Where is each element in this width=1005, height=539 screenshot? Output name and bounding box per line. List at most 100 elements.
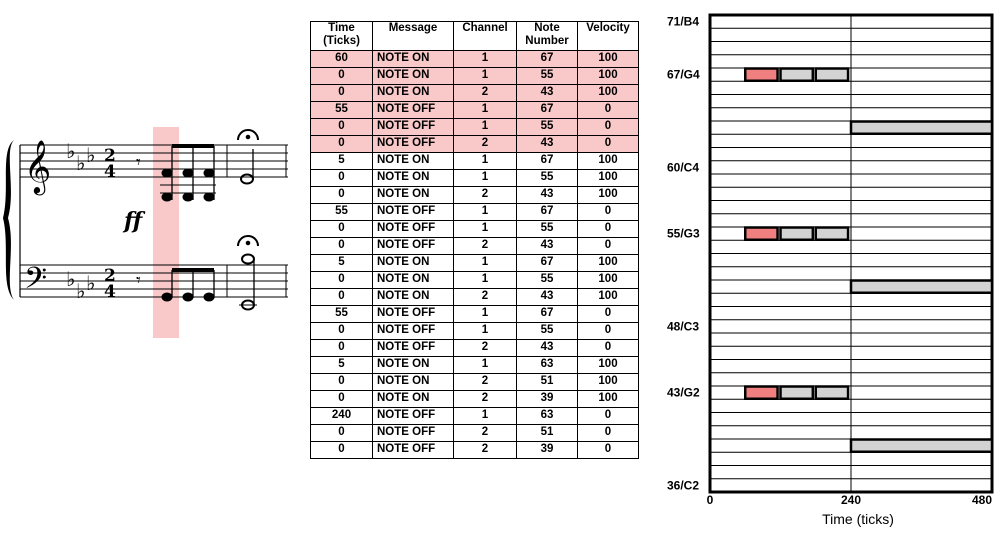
cell-velocity: 100 [577, 390, 639, 408]
table-row: 0 NOTE ON 1 55 100 [310, 169, 639, 187]
note-bar [814, 385, 850, 400]
cell-message: NOTE ON [372, 373, 454, 391]
bass-key-signature: ♭ ♭ ♭ [66, 267, 95, 303]
cell-time: 0 [310, 322, 373, 340]
midi-event-table: Time (Ticks) Message Channel Note Number… [310, 21, 639, 459]
table-row: 0 NOTE ON 1 55 100 [310, 67, 639, 85]
cell-message: NOTE OFF [372, 135, 454, 153]
cell-note-number: 51 [516, 373, 578, 391]
cell-time: 0 [310, 424, 373, 442]
cell-velocity: 100 [577, 50, 639, 68]
bass-eighth-rest-icon: 𝄾 [136, 270, 141, 291]
cell-time: 0 [310, 288, 373, 306]
cell-velocity: 100 [577, 254, 639, 272]
note-bar [814, 67, 850, 82]
cell-velocity: 0 [577, 237, 639, 255]
cell-velocity: 0 [577, 135, 639, 153]
table-header-row: Time (Ticks) Message Channel Note Number… [310, 21, 639, 51]
cell-channel: 1 [453, 67, 517, 85]
cell-note-number: 67 [516, 254, 578, 272]
table-row: 0 NOTE OFF 1 55 0 [310, 118, 639, 136]
treble-beamed-chords [160, 144, 216, 202]
dynamic-marking: ff [122, 208, 146, 234]
cell-velocity: 0 [577, 220, 639, 238]
table-row: 0 NOTE ON 1 55 100 [310, 271, 639, 289]
cell-velocity: 0 [577, 407, 639, 425]
cell-time: 0 [310, 373, 373, 391]
note-bar-highlighted [744, 226, 779, 241]
pitch-label: 67/G4 [667, 68, 700, 82]
cell-note-number: 39 [516, 390, 578, 408]
pitch-label: 60/C4 [667, 160, 699, 174]
note-bar [814, 226, 850, 241]
cell-channel: 1 [453, 271, 517, 289]
cell-note-number: 67 [516, 305, 578, 323]
treble-time-signature: 2 4 [104, 146, 116, 182]
x-axis-title: Time (ticks) [822, 511, 894, 527]
table-row: 60 NOTE ON 1 67 100 [310, 50, 639, 68]
cell-channel: 2 [453, 186, 517, 204]
cell-velocity: 100 [577, 288, 639, 306]
note-bar-highlighted [744, 385, 779, 400]
music-score: 𝄞 𝄢 ♭ ♭ ♭ ♭ ♭ ♭ 2 4 2 4 𝄾 𝄾 ff [3, 127, 288, 338]
cell-time: 0 [310, 339, 373, 357]
cell-channel: 1 [453, 322, 517, 340]
table-row: 0 NOTE OFF 1 55 0 [310, 322, 639, 340]
cell-time: 0 [310, 220, 373, 238]
fermata-notes [237, 129, 259, 311]
table-row: 0 NOTE OFF 2 43 0 [310, 339, 639, 357]
cell-channel: 1 [453, 254, 517, 272]
pitch-label: 36/C2 [667, 478, 699, 492]
svg-text:♭: ♭ [76, 151, 85, 175]
cell-note-number: 51 [516, 424, 578, 442]
cell-time: 5 [310, 152, 373, 170]
cell-note-number: 67 [516, 203, 578, 221]
cell-note-number: 43 [516, 135, 578, 153]
cell-time: 60 [310, 50, 373, 68]
piano-roll-notes [744, 67, 994, 453]
svg-text:♭: ♭ [76, 279, 85, 303]
cell-velocity: 0 [577, 305, 639, 323]
cell-note-number: 43 [516, 288, 578, 306]
svg-text:♭: ♭ [86, 271, 95, 295]
cell-velocity: 100 [577, 169, 639, 187]
cell-time: 0 [310, 169, 373, 187]
table-row: 0 NOTE OFF 2 39 0 [310, 441, 639, 459]
svg-text:2: 2 [104, 146, 116, 166]
table-row: 0 NOTE ON 2 43 100 [310, 84, 639, 102]
col-header-note-number: Note Number [516, 21, 578, 51]
note-bar [779, 385, 815, 400]
note-bar [779, 67, 815, 82]
table-row: 0 NOTE OFF 2 51 0 [310, 424, 639, 442]
cell-channel: 1 [453, 407, 517, 425]
cell-message: NOTE OFF [372, 203, 454, 221]
cell-time: 0 [310, 390, 373, 408]
cell-channel: 2 [453, 84, 517, 102]
cell-note-number: 43 [516, 186, 578, 204]
cell-time: 0 [310, 441, 373, 459]
cell-message: NOTE ON [372, 356, 454, 374]
bass-clef-icon: 𝄢 [24, 262, 47, 303]
cell-message: NOTE ON [372, 84, 454, 102]
piano-roll-grid [708, 13, 994, 494]
cell-channel: 1 [453, 118, 517, 136]
cell-velocity: 100 [577, 67, 639, 85]
cell-message: NOTE OFF [372, 220, 454, 238]
grand-staff-brace [3, 140, 14, 300]
svg-text:♭: ♭ [66, 139, 75, 163]
table-row: 55 NOTE OFF 1 67 0 [310, 305, 639, 323]
cell-message: NOTE OFF [372, 441, 454, 459]
cell-note-number: 55 [516, 67, 578, 85]
cell-velocity: 0 [577, 339, 639, 357]
cell-channel: 1 [453, 152, 517, 170]
cell-note-number: 55 [516, 271, 578, 289]
cell-time: 0 [310, 271, 373, 289]
cell-velocity: 100 [577, 373, 639, 391]
cell-velocity: 0 [577, 101, 639, 119]
cell-channel: 1 [453, 169, 517, 187]
col-header-velocity: Velocity [577, 21, 639, 51]
cell-note-number: 63 [516, 407, 578, 425]
svg-text:4: 4 [104, 282, 116, 302]
table-row: 0 NOTE OFF 2 43 0 [310, 237, 639, 255]
